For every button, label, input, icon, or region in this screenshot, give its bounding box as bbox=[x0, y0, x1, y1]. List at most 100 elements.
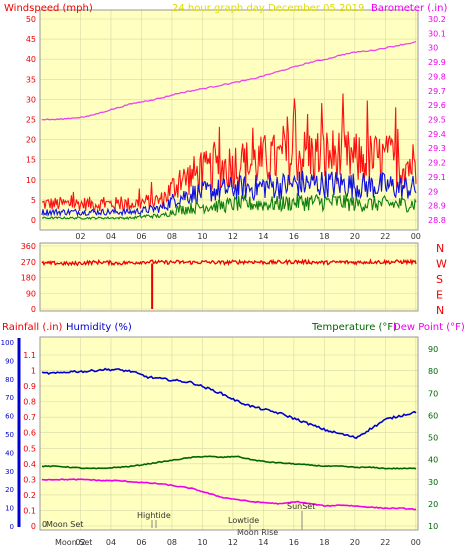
rainfall-tick-label: 0.7 bbox=[23, 413, 36, 422]
barometer-header: Barometer (.in) bbox=[371, 3, 447, 14]
humidity-x-tick-label: 18 bbox=[319, 538, 329, 547]
temperature-tick-label: 80 bbox=[428, 367, 438, 376]
wind-left-tick-label: 15 bbox=[26, 156, 36, 165]
wind-x-tick-label: 16 bbox=[289, 232, 299, 241]
wind-left-tick-label: 10 bbox=[26, 176, 36, 185]
humidity-tick-label: 70 bbox=[5, 394, 14, 402]
temperature-series-line bbox=[41, 455, 417, 470]
barometer-tick-label: 30.2 bbox=[428, 15, 446, 24]
rainfall-tick-label: 0.8 bbox=[23, 398, 36, 407]
wind-x-tick-label: 18 bbox=[319, 232, 329, 241]
compass-label: S bbox=[436, 273, 443, 286]
dewpoint-header: Dew Point (°F) bbox=[393, 322, 465, 333]
humidity-tick-label: 10 bbox=[5, 505, 14, 513]
direction-series-line bbox=[41, 258, 417, 267]
bottom-annotations: Moon Set 0 Hightide Lowtide SunSet Moon … bbox=[42, 502, 315, 547]
direction-tick-label: 360 bbox=[21, 242, 36, 251]
rainfall-tick-label: 1 bbox=[31, 367, 36, 376]
moonrise-label: Moon Rise bbox=[237, 528, 278, 537]
barometer-tick-label: 29.4 bbox=[428, 130, 446, 139]
temperature-tick-label: 50 bbox=[428, 434, 438, 443]
sunset-label: SunSet bbox=[287, 502, 315, 511]
lowtide-label: Lowtide bbox=[228, 516, 259, 525]
direction-panel-border bbox=[39, 242, 419, 312]
humidity-series-line bbox=[41, 367, 417, 440]
humidity-tick-label: 100 bbox=[1, 339, 14, 347]
humidity-x-tick-label: 16 bbox=[289, 538, 299, 547]
wind-left-tick-label: 35 bbox=[26, 75, 36, 84]
wind-left-tick-label: 45 bbox=[26, 35, 36, 44]
wind-left-tick-label: 40 bbox=[26, 55, 36, 64]
temperature-tick-label: 90 bbox=[428, 345, 438, 354]
wind-series-line bbox=[41, 170, 417, 217]
dewpoint-series-line bbox=[42, 478, 417, 511]
rainfall-tick-label: 0.5 bbox=[23, 444, 36, 453]
humidity-x-tick-label: 10 bbox=[197, 538, 207, 547]
humidity-x-tick-label: 20 bbox=[350, 538, 360, 547]
humidity-panel-border bbox=[39, 336, 419, 531]
temperature-header: Temperature (°F) bbox=[311, 322, 397, 333]
wind-x-tick-label: 10 bbox=[197, 232, 207, 241]
compass-label: E bbox=[436, 289, 443, 302]
direction-tick-label: 90 bbox=[26, 289, 36, 298]
barometer-tick-label: 29 bbox=[428, 187, 438, 196]
humidity-tick-labels: 010203040506070809010000.10.20.30.40.50.… bbox=[1, 339, 439, 547]
humidity-tick-label: 90 bbox=[5, 357, 14, 365]
temperature-tick-label: 70 bbox=[428, 389, 438, 398]
barometer-tick-label: 29.1 bbox=[428, 173, 446, 182]
temperature-tick-label: 60 bbox=[428, 411, 438, 420]
humidity-tick-label: 30 bbox=[5, 468, 14, 476]
wind-x-tick-label: 06 bbox=[136, 232, 146, 241]
wind-tick-labels: 0 5 10 15 20 25 30 35 40 45 50 28.8 28.9 29 29.1 29.2 29… bbox=[26, 15, 446, 241]
wind-x-tick-label: 00 bbox=[411, 232, 421, 241]
wind-left-tick-label: 50 bbox=[26, 15, 36, 24]
humidity-grid bbox=[40, 337, 418, 530]
humidity-x-tick-label: 08 bbox=[167, 538, 177, 547]
rainfall-tick-label: 0.1 bbox=[23, 506, 36, 515]
wind-x-tick-label: 20 bbox=[350, 232, 360, 241]
wind-x-tick-label: 08 bbox=[167, 232, 177, 241]
moon-set-label: Moon Set bbox=[46, 520, 83, 529]
compass-label: W bbox=[436, 258, 447, 271]
date-header: 24 hour graph day December 05 2019 bbox=[172, 3, 364, 14]
barometer-tick-label: 30 bbox=[428, 44, 438, 53]
compass-label: N bbox=[436, 242, 444, 255]
humidity-x-tick-label: 00 bbox=[411, 538, 421, 547]
direction-tick-label: 180 bbox=[21, 274, 36, 283]
temperature-tick-label: 10 bbox=[428, 522, 438, 531]
wind-left-tick-label: 0 bbox=[31, 216, 36, 225]
barometer-tick-label: 30.1 bbox=[428, 29, 446, 38]
barometer-tick-label: 29.5 bbox=[428, 116, 446, 125]
humidity-tick-label: 80 bbox=[5, 376, 14, 384]
rainfall-tick-label: 0.6 bbox=[23, 429, 36, 438]
wind-left-tick-label: 20 bbox=[26, 136, 36, 145]
barometer-tick-label: 28.8 bbox=[428, 216, 446, 225]
humidity-x-tick-label: 06 bbox=[136, 538, 146, 547]
temperature-tick-label: 20 bbox=[428, 500, 438, 509]
wind-panel-background bbox=[40, 10, 418, 230]
wind_min-series-line bbox=[41, 192, 417, 220]
barometer-series-line bbox=[41, 40, 417, 121]
rainfall-tick-label: 1.1 bbox=[23, 351, 36, 360]
compass-label: N bbox=[436, 304, 444, 317]
rainfall-tick-label: 0.3 bbox=[23, 475, 36, 484]
wind-x-tick-label: 14 bbox=[258, 232, 268, 241]
moon-set-bottom-label: Moon Set bbox=[55, 538, 92, 547]
barometer-tick-label: 29.3 bbox=[428, 144, 446, 153]
rainfall-header: Rainfall (.in) bbox=[2, 322, 63, 333]
wind-x-tick-label: 02 bbox=[75, 232, 85, 241]
annotation-zero: 0 bbox=[42, 520, 47, 529]
humidity-x-tick-label: 14 bbox=[258, 538, 268, 547]
temperature-tick-label: 40 bbox=[428, 456, 438, 465]
temperature-tick-label: 30 bbox=[428, 478, 438, 487]
direction-panel-background bbox=[40, 243, 418, 311]
gust-series-line bbox=[41, 93, 417, 212]
direction-series bbox=[41, 258, 417, 309]
barometer-tick-label: 28.9 bbox=[428, 202, 446, 211]
rainfall-tick-label: 0.9 bbox=[23, 382, 36, 391]
rainfall-tick-label: 0.4 bbox=[23, 460, 36, 469]
humidity-x-tick-label: 22 bbox=[380, 538, 390, 547]
wind-left-tick-label: 30 bbox=[26, 95, 36, 104]
humidity-x-tick-label: 12 bbox=[228, 538, 238, 547]
